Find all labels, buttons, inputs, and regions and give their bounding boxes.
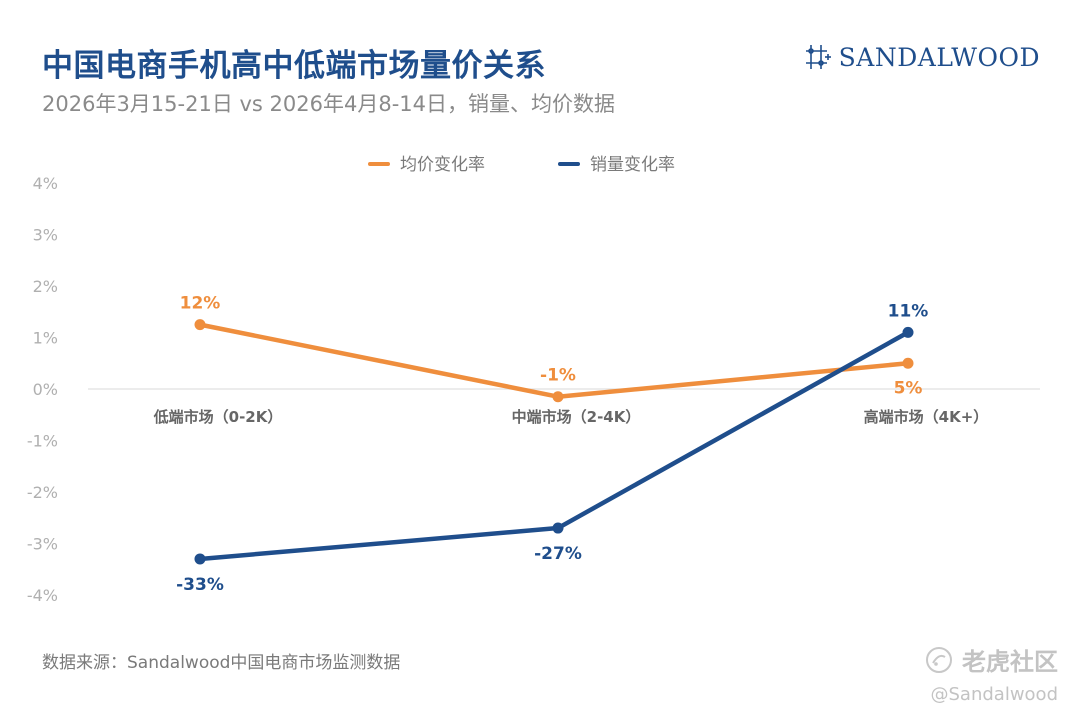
x-category-label: 中端市场（2-4K） — [512, 408, 641, 426]
y-tick-label: -3% — [27, 535, 58, 554]
y-tick-label: 2% — [33, 277, 58, 296]
y-tick-label: 0% — [33, 380, 58, 399]
watermark: 老虎社区 — [924, 642, 1058, 677]
series-line — [197, 322, 911, 399]
x-axis: 低端市场（0-2K） 中端市场（2-4K） 高端市场（4K+） — [153, 408, 989, 426]
data-point — [194, 319, 206, 331]
y-tick-label: 1% — [33, 329, 58, 348]
data-point — [194, 553, 206, 565]
y-tick-label: 3% — [33, 226, 58, 245]
data-label: 5% — [894, 378, 923, 398]
brand-logo: SANDALWOOD — [805, 42, 1040, 72]
chart-title: 中国电商手机高中低端市场量价关系 — [42, 48, 546, 84]
data-source-note: 数据来源：Sandalwood中国电商市场监测数据 — [42, 653, 401, 673]
data-point — [552, 391, 564, 403]
data-point — [902, 326, 914, 338]
y-tick-label: 4% — [33, 174, 58, 193]
sandalwood-logo-icon — [805, 45, 831, 69]
data-point — [552, 522, 564, 534]
y-tick-label: -2% — [27, 483, 58, 502]
data-label: -1% — [540, 366, 576, 386]
data-label: -27% — [534, 544, 582, 564]
author-handle: @Sandalwood — [930, 684, 1059, 705]
chart-series: 12% -1% 5% -33% -27% 11% — [176, 294, 928, 595]
data-label: -33% — [176, 575, 224, 595]
chart-legend: 均价变化率 销量变化率 — [368, 155, 675, 175]
data-label: 11% — [888, 301, 929, 321]
data-point — [902, 357, 914, 369]
legend-label: 销量变化率 — [590, 155, 675, 175]
data-label: 12% — [180, 294, 221, 314]
y-tick-label: -4% — [27, 586, 58, 605]
x-category-label: 高端市场（4K+） — [864, 408, 989, 426]
y-tick-label: -1% — [27, 432, 58, 451]
y-axis: 4% 3% 2% 1% 0% -1% -2% -3% -4% — [27, 174, 58, 605]
chart-subtitle: 2026年3月15-21日 vs 2026年4月8-14日，销量、均价数据 — [42, 92, 616, 116]
legend-label: 均价变化率 — [400, 155, 485, 175]
brand-name: SANDALWOOD — [838, 42, 1040, 72]
watermark-text: 老虎社区 — [962, 648, 1058, 676]
tiger-community-logo-icon — [926, 646, 952, 673]
x-category-label: 低端市场（0-2K） — [153, 408, 283, 426]
